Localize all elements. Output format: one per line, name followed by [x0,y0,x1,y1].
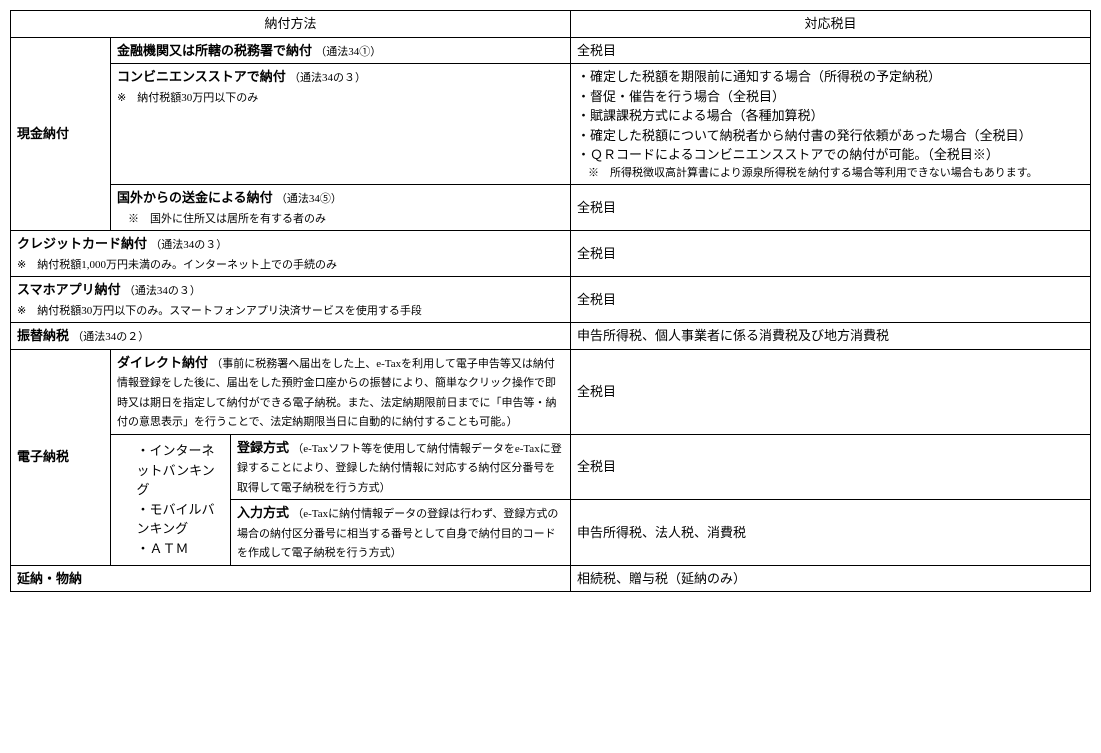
furikae-tax: 申告所得税、個人事業者に係る消費税及び地方消費税 [571,323,1091,350]
cash-label: 現金納付 [11,37,111,231]
ennou-tax: 相続税、贈与税（延納のみ） [571,565,1091,592]
credit-note: ※ 納付税額1,000万円未満のみ。インターネット上での手続のみ [17,259,337,271]
credit-tax: 全税目 [571,231,1091,277]
etax-row-1: 電子納税 ダイレクト納付 （事前に税務署へ届出をした上、e-Taxを利用して電子… [11,349,1091,434]
credit-law: （通法34の３） [150,239,227,251]
app-row: スマホアプリ納付 （通法34の３） ※ 納付税額30万円以下のみ。スマートフォン… [11,277,1091,323]
channel-item: ＡＴＭ [137,539,225,559]
cash-row-1: 現金納付 金融機関又は所轄の税務署で納付 （通法34①） 全税目 [11,37,1091,64]
bullet-item: ＱＲコードによるコンビニエンスストアでの納付が可能。（全税目※） [577,145,1084,165]
credit-title: クレジットカード納付 [17,236,147,251]
ennou-row: 延納・物納 相続税、贈与税（延納のみ） [11,565,1091,592]
etax-input: 入力方式 （e-Taxに納付情報データの登録は行わず、登録方式の場合の納付区分番… [231,500,571,566]
etax-label: 電子納税 [11,349,111,565]
cash-3-method: 国外からの送金による納付 （通法34⑤） ※ 国外に住所又は居所を有する者のみ [111,185,571,231]
header-method: 納付方法 [11,11,571,38]
etax-register-title: 登録方式 [237,440,289,455]
channel-item: モバイルバンキング [137,500,225,539]
cash-1-method: 金融機関又は所轄の税務署で納付 （通法34①） [111,37,571,64]
header-row: 納付方法 対応税目 [11,11,1091,38]
etax-channels: インターネットバンキング モバイルバンキング ＡＴＭ [111,434,231,565]
furikae-row: 振替納税 （通法34の２） 申告所得税、個人事業者に係る消費税及び地方消費税 [11,323,1091,350]
cash-2-tax: 確定した税額を期限前に通知する場合（所得税の予定納税） 督促・催告を行う場合（全… [571,64,1091,185]
etax-row-2: インターネットバンキング モバイルバンキング ＡＴＭ 登録方式 （e-Taxソフ… [11,434,1091,500]
app-note: ※ 納付税額30万円以下のみ。スマートフォンアプリ決済サービスを使用する手段 [17,305,422,317]
credit-row: クレジットカード納付 （通法34の３） ※ 納付税額1,000万円未満のみ。イン… [11,231,1091,277]
furikae-law: （通法34の２） [72,331,149,343]
cash-3-tax: 全税目 [571,185,1091,231]
furikae-title: 振替納税 [17,328,69,343]
cash-2-title: コンビニエンスストアで納付 [117,69,286,84]
ennou-method: 延納・物納 [11,565,571,592]
cash-row-2: コンビニエンスストアで納付 （通法34の３） ※ 納付税額30万円以下のみ 確定… [11,64,1091,185]
cash-2-method: コンビニエンスストアで納付 （通法34の３） ※ 納付税額30万円以下のみ [111,64,571,185]
tax-payment-table: 納付方法 対応税目 現金納付 金融機関又は所轄の税務署で納付 （通法34①） 全… [10,10,1091,592]
bullet-item: 確定した税額について納税者から納付書の発行依頼があった場合（全税目） [577,126,1084,146]
bullet-item: 確定した税額を期限前に通知する場合（所得税の予定納税） [577,67,1084,87]
cash-2-bullet-list: 確定した税額を期限前に通知する場合（所得税の予定納税） 督促・催告を行う場合（全… [577,67,1084,165]
cash-1-law: （通法34①） [315,46,381,58]
cash-2-right-note: ※ 所得税徴収高計算書により源泉所得税を納付する場合等利用できない場合もあります… [588,165,1084,182]
credit-method: クレジットカード納付 （通法34の３） ※ 納付税額1,000万円未満のみ。イン… [11,231,571,277]
cash-row-3: 国外からの送金による納付 （通法34⑤） ※ 国外に住所又は居所を有する者のみ … [11,185,1091,231]
etax-input-title: 入力方式 [237,505,289,520]
bullet-item: 賦課課税方式による場合（各種加算税） [577,106,1084,126]
furikae-method: 振替納税 （通法34の２） [11,323,571,350]
bullet-item: 督促・催告を行う場合（全税目） [577,87,1084,107]
app-title: スマホアプリ納付 [17,282,121,297]
etax-register: 登録方式 （e-Taxソフト等を使用して納付情報データをe-Taxに登録すること… [231,434,571,500]
cash-2-law: （通法34の３） [289,72,366,84]
etax-register-tax: 全税目 [571,434,1091,500]
app-law: （通法34の３） [124,285,201,297]
etax-input-tax: 申告所得税、法人税、消費税 [571,500,1091,566]
etax-direct: ダイレクト納付 （事前に税務署へ届出をした上、e-Taxを利用して電子申告等又は… [111,349,571,434]
etax-channel-list: インターネットバンキング モバイルバンキング ＡＴＭ [117,441,224,558]
cash-3-title: 国外からの送金による納付 [117,190,273,205]
app-method: スマホアプリ納付 （通法34の３） ※ 納付税額30万円以下のみ。スマートフォン… [11,277,571,323]
app-tax: 全税目 [571,277,1091,323]
etax-direct-title: ダイレクト納付 [117,355,208,370]
cash-3-note: ※ 国外に住所又は居所を有する者のみ [128,213,326,225]
cash-2-note: ※ 納付税額30万円以下のみ [117,92,258,104]
cash-3-law: （通法34⑤） [276,193,342,205]
cash-1-tax: 全税目 [571,37,1091,64]
header-tax: 対応税目 [571,11,1091,38]
etax-direct-tax: 全税目 [571,349,1091,434]
channel-item: インターネットバンキング [137,441,225,500]
cash-1-title: 金融機関又は所轄の税務署で納付 [117,43,312,58]
